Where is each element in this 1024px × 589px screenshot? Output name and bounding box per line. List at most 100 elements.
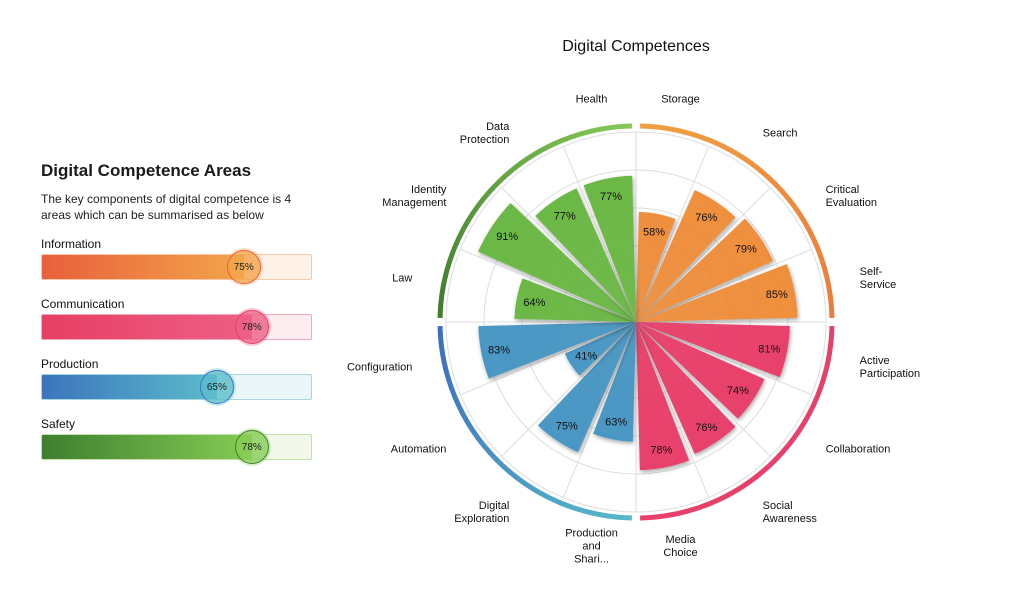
category-label-line: Participation (860, 368, 921, 380)
grid-spoke (635, 146, 710, 323)
category-label-line: Self- (860, 266, 883, 278)
area-communication: Communication 78% (41, 297, 316, 345)
value-label: 91% (496, 231, 518, 243)
bar-social-awareness[interactable] (636, 322, 736, 454)
category-label-line: Identity (411, 184, 447, 196)
category-label-line: Configuration (347, 361, 412, 373)
bar-health[interactable] (583, 175, 636, 322)
category-label-line: Management (382, 197, 446, 209)
category-label-line: and (582, 541, 600, 553)
category-label: Data Protection (460, 121, 510, 146)
value-label: 78% (650, 445, 672, 457)
category-label: Social Awareness (763, 500, 818, 525)
value-label: 85% (766, 289, 788, 301)
category-label: Law (392, 273, 412, 285)
polar-bars (478, 175, 798, 471)
category-label: Health (576, 93, 608, 105)
grid-spoke (635, 321, 771, 457)
area-progress-knob: 65% (199, 370, 234, 404)
bar-law[interactable] (514, 278, 636, 322)
category-label: Identity Management (382, 184, 447, 209)
value-label: 64% (523, 297, 545, 309)
category-labels: Storage Search Critical Evaluation Self-Serv… (347, 93, 920, 565)
grid-spoke (635, 248, 812, 323)
bar-media-choice[interactable] (636, 322, 690, 471)
category-label: Collaboration (826, 444, 891, 456)
category-label: Self-Service (860, 266, 897, 291)
areas-description: The key components of digital competence… (41, 192, 292, 222)
category-label: Storage (661, 93, 700, 105)
area-progress-track: 78% (41, 310, 312, 344)
area-progress-track: 75% (41, 250, 312, 284)
category-label-line: Data (486, 121, 510, 133)
category-label: Critical Evaluation (826, 184, 877, 209)
category-label: Configuration (347, 361, 412, 373)
category-label-line: Production (565, 528, 618, 540)
value-label: 76% (695, 422, 717, 434)
category-label-line: Collaboration (826, 444, 891, 456)
grid-spoke (635, 321, 812, 396)
area-progress-fill (42, 315, 252, 339)
grid-spoke (460, 248, 637, 323)
polar-grid (445, 131, 827, 513)
category-label-line: Service (860, 279, 897, 291)
grid-spoke (501, 187, 637, 323)
category-label: Automation (391, 444, 447, 456)
category-label-line: Critical (826, 184, 860, 196)
category-label: Active Participation (860, 355, 921, 380)
bar-production-and-shari[interactable] (593, 322, 636, 442)
category-label-line: Social (763, 500, 793, 512)
value-label: 41% (575, 350, 597, 362)
area-label: Communication (41, 297, 125, 311)
bar-storage[interactable] (636, 211, 676, 322)
category-label-line: Search (763, 127, 798, 139)
digital-competences-polar-chart: Digital Competences Storage Search Critica… (347, 38, 920, 566)
category-label-line: Automation (391, 444, 447, 456)
area-ring (437, 123, 835, 521)
category-label-line: Awareness (763, 513, 818, 525)
grid-spoke (460, 321, 637, 396)
area-progress-knob: 78% (234, 310, 269, 344)
area-label: Information (41, 237, 102, 251)
bar-self-service[interactable] (636, 264, 798, 322)
category-label: Production and Shari... (565, 528, 618, 566)
category-label-line: Digital (479, 500, 510, 512)
value-label: 75% (556, 421, 578, 433)
area-production: Production 65% (41, 357, 316, 405)
category-label-line: Shari... (574, 554, 609, 566)
category-label-line: Media (665, 534, 696, 546)
value-label: 81% (758, 344, 780, 356)
area-progress-fill (42, 435, 252, 459)
value-label: 83% (488, 344, 510, 356)
category-label-line: Storage (661, 93, 700, 105)
category-label-line: Protection (460, 134, 510, 146)
bar-digital-exploration[interactable] (537, 322, 636, 453)
bar-search[interactable] (636, 190, 736, 322)
ring-arc-production (437, 326, 632, 521)
category-label: Search (763, 127, 798, 139)
area-label: Safety (41, 417, 76, 431)
value-label: 77% (554, 210, 576, 222)
value-label: 77% (600, 191, 622, 203)
value-labels: 58% 76% 79% 85% 81% 74% 76% 78% 63% 75% 41% 83% 64% 9… (488, 191, 788, 457)
area-information: Information 75% (41, 237, 316, 285)
value-label: 76% (695, 212, 717, 224)
category-label-line: Choice (663, 547, 697, 559)
grid-spoke (635, 187, 771, 323)
value-label: 79% (735, 244, 757, 256)
bar-active-participation[interactable] (636, 322, 790, 378)
area-label: Production (41, 357, 99, 371)
value-label: 58% (643, 227, 665, 239)
bar-automation[interactable] (564, 322, 636, 376)
category-label-line: Evaluation (826, 197, 877, 209)
value-label: 63% (605, 417, 627, 429)
competence-areas-panel: Digital Competence Areas The key compone… (41, 160, 316, 465)
area-progress-knob: 78% (234, 430, 269, 464)
bar-collaboration[interactable] (636, 322, 765, 419)
area-progress-fill (42, 375, 217, 399)
bar-data-protection[interactable] (535, 188, 636, 322)
bar-critical-evaluation[interactable] (636, 218, 774, 322)
bar-configuration[interactable] (478, 322, 636, 379)
area-progress-track: 65% (41, 370, 312, 404)
bar-identity-management[interactable] (478, 202, 636, 322)
